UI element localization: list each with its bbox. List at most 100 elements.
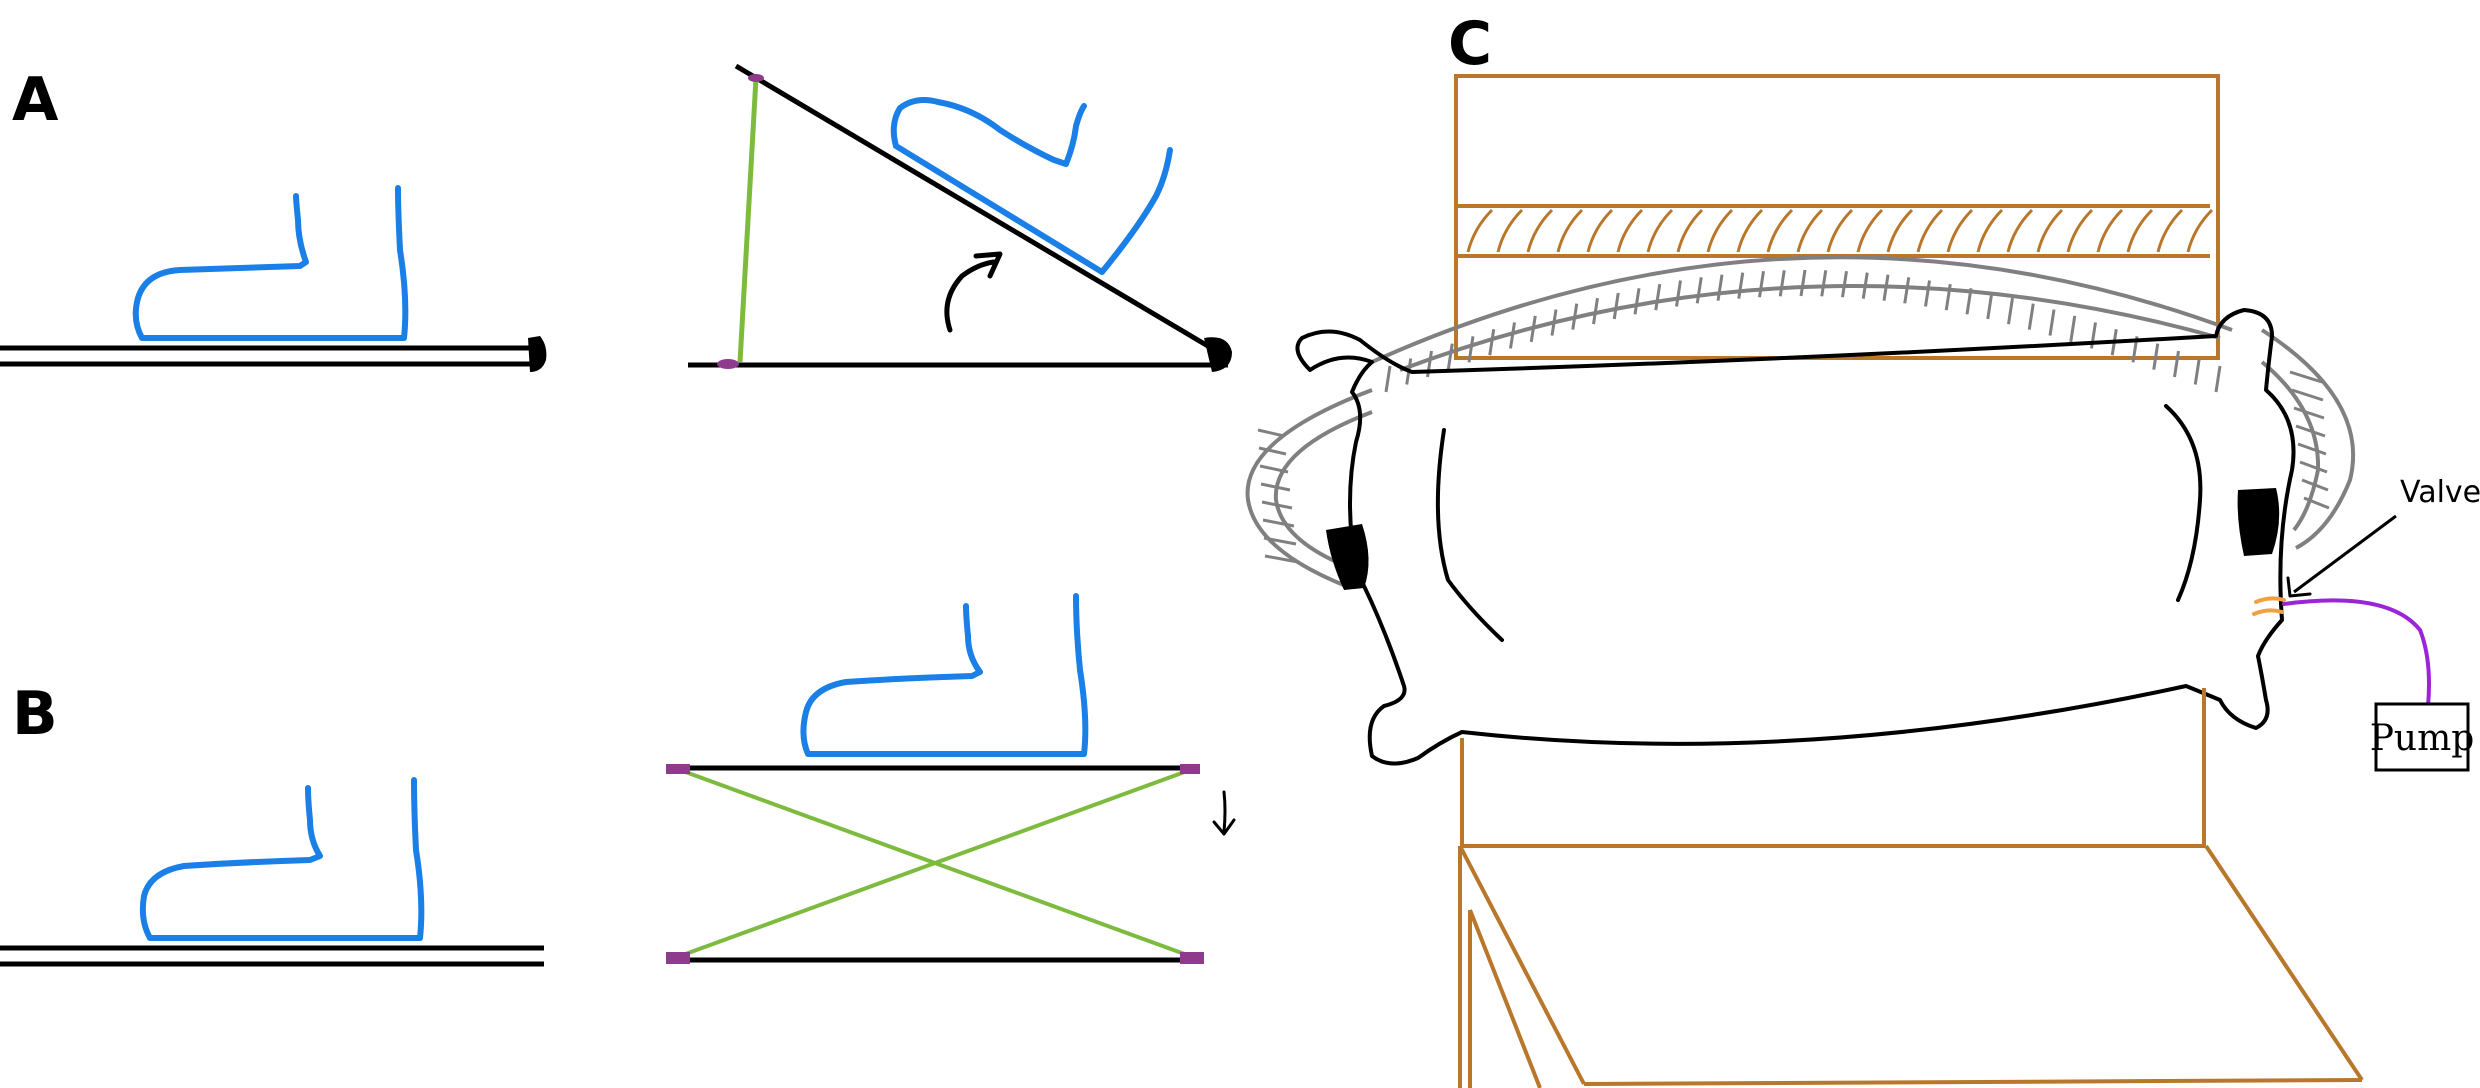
strap-hatch-stroke — [1529, 315, 1537, 343]
strap-hatch-stroke — [1612, 292, 1620, 320]
wood-hatch-stroke — [1466, 208, 1494, 253]
cushion-outline — [1295, 308, 2296, 766]
strap-hatch-stroke — [2295, 424, 2326, 438]
strap-hatch-stroke — [2303, 496, 2330, 510]
scissor-strut-2 — [679, 768, 1191, 958]
pivot-marker — [666, 764, 690, 774]
strap-hatch-stroke — [1716, 274, 1724, 301]
pivot-marker — [666, 952, 690, 964]
strap-hatch-stroke — [2152, 343, 2160, 370]
foot-outline — [800, 593, 1089, 757]
wood-hatch-stroke — [1646, 208, 1674, 253]
cushion-inner-right-seam — [2164, 404, 2203, 602]
air-cushion — [1295, 308, 2296, 766]
rotation-arrow — [944, 259, 997, 333]
pivot-marker — [1180, 952, 1204, 964]
wood-hatch-stroke — [2036, 208, 2064, 253]
pivot-marker — [1180, 764, 1200, 774]
wood-hatch-stroke — [2066, 208, 2094, 253]
strap-hatch-stroke — [1861, 272, 1869, 299]
strap-hatch-stroke — [2193, 358, 2201, 385]
strap-hatch-stroke — [1965, 288, 1973, 315]
foot-outline — [890, 97, 1173, 275]
strap-hatching — [1257, 269, 2330, 564]
strap-hatch-stroke — [1695, 277, 1703, 304]
foot-outline — [132, 185, 409, 341]
valve-icon — [2252, 596, 2286, 616]
wood-hatch-stroke — [2096, 208, 2124, 253]
strap-hatch-stroke — [1260, 482, 1291, 492]
top-wooden-box — [1454, 74, 2220, 360]
wood-hatch-stroke — [2156, 208, 2184, 253]
panel-a-flat-board — [0, 185, 547, 372]
wood-hatch-stroke — [1496, 208, 1524, 253]
strap-hatch-stroke — [1263, 536, 1297, 546]
strap-hatch-stroke — [2289, 370, 2323, 384]
wood-hatch-stroke — [1826, 208, 1854, 253]
strap-right-inner — [2260, 360, 2321, 532]
strap-hatch-stroke — [2214, 365, 2222, 393]
strap-hatch-stroke — [1488, 329, 1496, 356]
hinge-knob — [528, 336, 547, 372]
strap-hatch-stroke — [1799, 269, 1807, 297]
strap-hatch-stroke — [1592, 297, 1599, 325]
strap-inner-edge — [1399, 284, 2221, 372]
strap-hatch-stroke — [1841, 270, 1848, 298]
panel-c-label: C — [1448, 9, 1492, 79]
strap-hatch-stroke — [1820, 270, 1828, 297]
strap-clip-left — [1326, 524, 1369, 590]
wood-hatch-stroke — [1586, 208, 1614, 253]
strap-hatch-stroke — [1986, 292, 1994, 320]
strap-hatch-stroke — [1384, 365, 1392, 393]
strap-hatch-stroke — [1509, 322, 1516, 349]
wood-hatch-stroke — [1736, 208, 1764, 253]
inflatable-strap — [1245, 255, 2356, 588]
wood-hatch-stroke — [1766, 208, 1794, 253]
strap-clip-right — [2237, 488, 2280, 556]
pump-label: Pump — [2370, 718, 2475, 759]
valve-pointer-line — [2293, 514, 2397, 594]
bottom-wooden-stand — [1458, 688, 2364, 1088]
wood-hatch-stroke — [1556, 208, 1584, 253]
strap-right-outer — [2260, 328, 2356, 550]
strap-hatch-stroke — [2297, 442, 2327, 456]
strap-hatch-stroke — [2301, 478, 2329, 492]
stand-bottom-edge — [1583, 1078, 2363, 1086]
panel-a: A — [0, 63, 1232, 372]
strap-hatch-stroke — [1262, 518, 1295, 528]
support-strut — [737, 77, 759, 363]
valve — [2252, 596, 2286, 616]
wood-hatch-stroke — [1886, 208, 1914, 253]
strap-hatch-stroke — [2027, 303, 2035, 330]
strap-hatch-stroke — [1467, 336, 1475, 363]
strap-hatch-stroke — [1259, 464, 1289, 474]
strap-hatch-stroke — [1778, 270, 1786, 297]
wood-hatch-stroke — [1706, 208, 1734, 253]
down-arrow — [1222, 790, 1227, 834]
strap-hatch-stroke — [1264, 554, 1299, 564]
wood-hatch-stroke — [1796, 208, 1824, 253]
strap-outer-edge — [1371, 255, 2233, 364]
pivot-marker-bottom — [717, 359, 739, 369]
strap-hatch-stroke — [2299, 460, 2328, 474]
wood-hatch-stroke — [1526, 208, 1554, 253]
strap-hatch-stroke — [1924, 280, 1931, 307]
strap-left-inner — [1273, 410, 1373, 568]
wood-hatch-stroke — [1976, 208, 2004, 253]
strap-hatch-stroke — [1737, 272, 1745, 299]
wood-hatch-stroke — [2006, 208, 2034, 253]
panel-a-tilted-board — [688, 63, 1232, 372]
panel-b-flat-board — [0, 777, 544, 967]
strap-hatch-stroke — [2173, 350, 2180, 378]
strap-hatch-stroke — [1257, 428, 1285, 438]
wood-hatch-stroke — [1856, 208, 1884, 253]
stand-side-3 — [1468, 909, 1542, 1088]
strap-hatch-stroke — [1654, 283, 1662, 311]
strap-hatch-stroke — [1446, 343, 1454, 370]
pump-box: Pump — [2370, 702, 2475, 772]
pump-frame — [2374, 702, 2470, 772]
stand-leg-front-left — [1458, 845, 1586, 1085]
valve-label: Valve — [2400, 475, 2480, 510]
strap-hatch-stroke — [1261, 500, 1293, 510]
